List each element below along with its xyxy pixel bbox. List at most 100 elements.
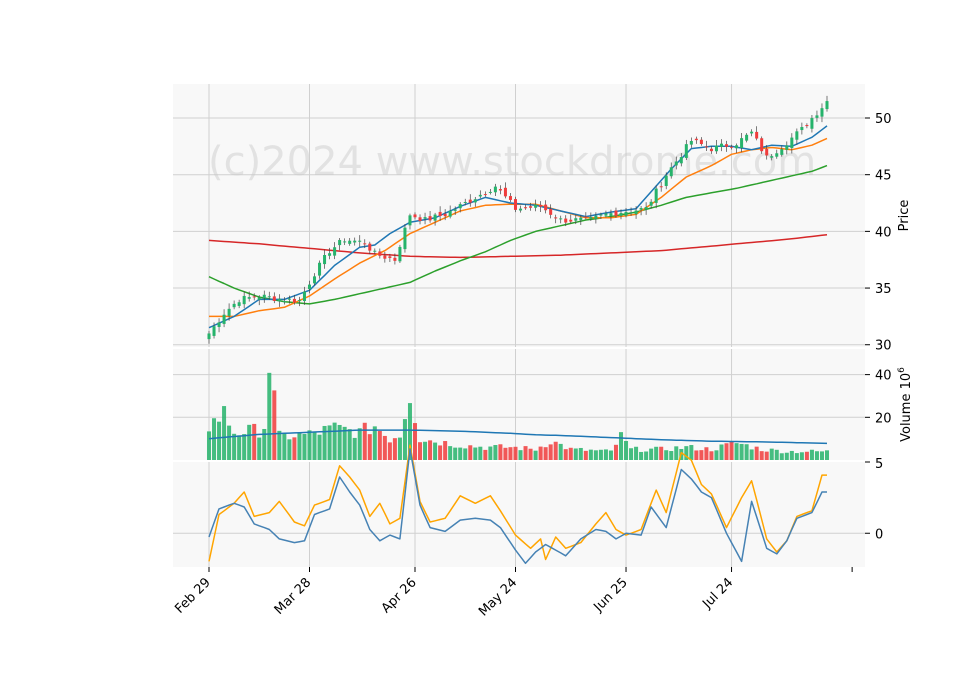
volume-bar bbox=[508, 447, 513, 460]
volume-bar bbox=[634, 446, 639, 460]
candle-body bbox=[393, 257, 397, 261]
candle-body bbox=[740, 138, 744, 148]
candle-body bbox=[313, 276, 317, 284]
candle-body bbox=[333, 247, 337, 256]
candle-body bbox=[699, 139, 703, 145]
volume-bar bbox=[573, 448, 578, 460]
volume-bar bbox=[443, 441, 448, 460]
candle-body bbox=[544, 204, 548, 211]
candle-body bbox=[574, 218, 578, 221]
candle-body bbox=[609, 213, 613, 217]
candle-body bbox=[689, 140, 693, 145]
candle-body bbox=[765, 148, 769, 156]
candle-body bbox=[810, 118, 814, 129]
candle-body bbox=[488, 191, 492, 193]
candle-body bbox=[443, 213, 447, 217]
oscillator-tick-label: 0 bbox=[875, 527, 883, 542]
candle-body bbox=[569, 219, 573, 222]
volume-bar bbox=[367, 434, 372, 460]
volume-bar bbox=[433, 442, 438, 460]
candle-body bbox=[418, 217, 422, 222]
price-tick-label: 35 bbox=[875, 282, 892, 297]
candle-body bbox=[684, 144, 688, 158]
volume-bar bbox=[724, 443, 729, 460]
ma-slow-line bbox=[208, 164, 828, 305]
volume-bar bbox=[493, 445, 498, 460]
volume-bar bbox=[513, 446, 518, 460]
volume-bar bbox=[553, 441, 558, 460]
volume-bar bbox=[548, 444, 553, 460]
volume-bar bbox=[659, 446, 664, 460]
candle-body bbox=[363, 243, 367, 245]
candle-body bbox=[604, 213, 608, 216]
volume-bar bbox=[523, 446, 528, 460]
volume-bar bbox=[603, 449, 608, 460]
candle-body bbox=[760, 138, 764, 152]
candle-body bbox=[644, 207, 648, 210]
candle-body bbox=[267, 296, 271, 298]
candle-body bbox=[413, 214, 417, 218]
volume-ma-line bbox=[208, 429, 828, 445]
volume-bar bbox=[327, 425, 332, 460]
candle-body bbox=[428, 216, 432, 221]
volume-bar bbox=[719, 444, 724, 460]
candle-body bbox=[770, 156, 774, 158]
volume-bar bbox=[418, 442, 423, 460]
candle-body bbox=[468, 199, 472, 203]
volume-axis-label-exponent: 6 bbox=[897, 367, 907, 373]
volume-bar bbox=[267, 372, 272, 460]
candle-body bbox=[348, 240, 352, 244]
volume-bar bbox=[312, 432, 317, 460]
volume-bar bbox=[423, 441, 428, 460]
volume-bar bbox=[307, 430, 312, 460]
volume-bar bbox=[297, 432, 302, 460]
candle-body bbox=[664, 175, 668, 186]
volume-bar bbox=[684, 446, 689, 460]
volume-bar bbox=[714, 450, 719, 460]
candle-body bbox=[222, 314, 226, 324]
volume-bar bbox=[593, 450, 598, 460]
candle-body bbox=[458, 204, 462, 209]
volume-bar bbox=[277, 430, 282, 460]
candle-body bbox=[714, 145, 718, 152]
volume-bar bbox=[694, 450, 699, 460]
candle-body bbox=[524, 207, 528, 209]
candle-body bbox=[639, 208, 643, 210]
volume-bar bbox=[478, 446, 483, 460]
candle-body bbox=[654, 188, 658, 203]
candle-body bbox=[503, 187, 507, 197]
volume-bar bbox=[453, 447, 458, 460]
candle-body bbox=[674, 161, 678, 166]
volume-bar bbox=[729, 441, 734, 460]
candle-body bbox=[594, 215, 598, 219]
candle-body bbox=[790, 137, 794, 149]
candle-body bbox=[730, 146, 734, 148]
volume-bar bbox=[583, 450, 588, 460]
volume-bar bbox=[247, 424, 252, 460]
volume-bar bbox=[754, 446, 759, 460]
candle-body bbox=[448, 210, 452, 217]
volume-tick-label: 20 bbox=[875, 411, 892, 426]
candle-body bbox=[423, 217, 427, 219]
candle-body bbox=[800, 127, 804, 131]
volume-bar bbox=[744, 444, 749, 460]
volume-bar bbox=[764, 451, 769, 460]
volume-bar bbox=[568, 447, 573, 460]
candle-body bbox=[378, 251, 382, 256]
volume-bar bbox=[759, 451, 764, 460]
volume-bar bbox=[558, 443, 563, 460]
candle-body bbox=[257, 297, 261, 300]
volume-bar bbox=[317, 434, 322, 460]
volume-bar bbox=[528, 448, 533, 460]
candle-body bbox=[669, 167, 673, 177]
candle-body bbox=[624, 211, 628, 216]
volume-bar bbox=[639, 451, 644, 460]
candle-body bbox=[217, 322, 221, 327]
volume-bar bbox=[322, 425, 327, 460]
candle-body bbox=[282, 301, 286, 303]
candle-body bbox=[478, 194, 482, 197]
candle-body bbox=[272, 296, 276, 301]
candle-body bbox=[328, 253, 332, 256]
candle-body bbox=[237, 302, 241, 306]
panels-layer bbox=[173, 84, 865, 567]
